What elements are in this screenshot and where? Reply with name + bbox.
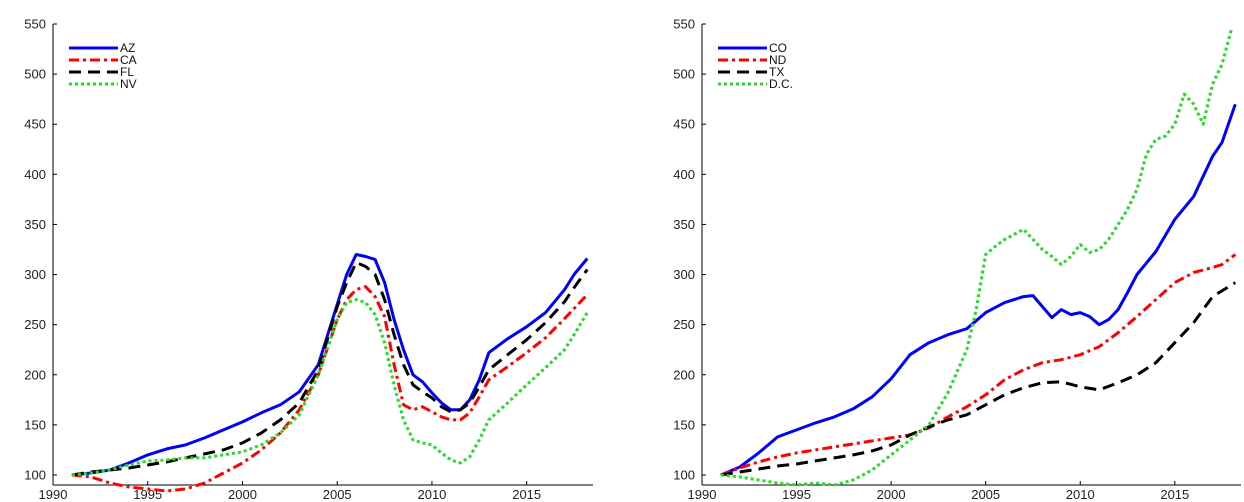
y-tick-label: 450 xyxy=(673,117,695,132)
series-line-az xyxy=(71,253,589,477)
y-tick-label: 200 xyxy=(673,367,695,382)
series-line-tx xyxy=(720,281,1237,477)
y-tick-label: 400 xyxy=(24,167,46,182)
legend-label: ND xyxy=(769,53,787,67)
x-tick-label: 1990 xyxy=(688,487,717,502)
y-tick-label: 550 xyxy=(673,17,695,32)
y-tick-label: 300 xyxy=(673,267,695,282)
y-tick-label: 100 xyxy=(673,467,695,482)
x-tick-label: 2015 xyxy=(512,487,541,502)
legend-label: CA xyxy=(120,53,137,67)
y-tick-label: 200 xyxy=(24,367,46,382)
y-tick-label: 150 xyxy=(673,417,695,432)
y-tick-label: 500 xyxy=(673,67,695,82)
x-tick-label: 2005 xyxy=(323,487,352,502)
series-line-fl xyxy=(71,261,589,477)
series-line-nd xyxy=(720,253,1237,477)
y-tick-label: 550 xyxy=(24,17,46,32)
y-tick-label: 250 xyxy=(673,317,695,332)
x-tick-label: 1995 xyxy=(782,487,811,502)
y-tick-label: 250 xyxy=(24,317,46,332)
x-tick-label: 2000 xyxy=(877,487,906,502)
y-tick-label: 500 xyxy=(24,67,46,82)
y-tick-label: 450 xyxy=(24,117,46,132)
series-line-dc xyxy=(720,28,1233,487)
x-tick-label: 2010 xyxy=(417,487,446,502)
y-tick-label: 150 xyxy=(24,417,46,432)
x-tick-label: 2005 xyxy=(971,487,1000,502)
legend-label: FL xyxy=(120,65,134,79)
y-tick-label: 300 xyxy=(24,267,46,282)
legend-label: CO xyxy=(769,41,787,55)
legend-label: NV xyxy=(120,77,137,91)
y-tick-label: 400 xyxy=(673,167,695,182)
y-tick-label: 100 xyxy=(24,467,46,482)
series-line-co xyxy=(720,103,1237,477)
y-tick-label: 350 xyxy=(673,217,695,232)
x-tick-label: 1990 xyxy=(39,487,68,502)
x-tick-label: 2000 xyxy=(228,487,257,502)
chart-panel-2: 100 150 200 250 300 350 400 450 500 550 1990 1995 20… xyxy=(673,17,1241,502)
x-tick-label: 2015 xyxy=(1160,487,1189,502)
legend-label: D.C. xyxy=(769,77,793,91)
series-line-nv xyxy=(71,298,589,477)
legend-label: AZ xyxy=(120,41,135,55)
y-tick-label: 350 xyxy=(24,217,46,232)
x-tick-label: 2010 xyxy=(1066,487,1095,502)
legend-label: TX xyxy=(769,65,784,79)
series-line-ca xyxy=(71,285,589,493)
